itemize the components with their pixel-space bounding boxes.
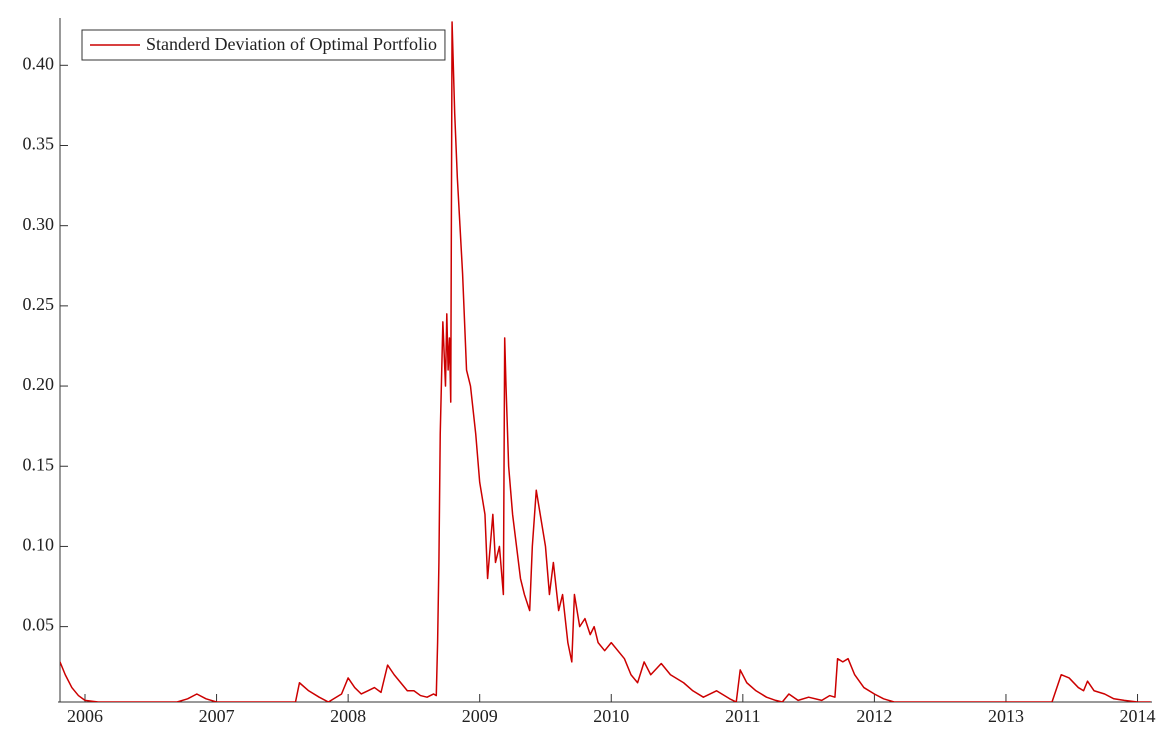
x-tick-label: 2014 [1120, 706, 1156, 726]
y-tick-label: 0.15 [23, 454, 55, 474]
legend-box [81, 29, 446, 61]
y-tick-label: 0.25 [23, 294, 55, 314]
y-tick-label: 0.35 [23, 134, 55, 154]
x-tick-label: 2006 [67, 706, 103, 726]
legend-label: Standerd Deviation of Optimal Portfolio [146, 34, 437, 54]
y-tick-label: 0.30 [23, 214, 55, 234]
x-tick-label: 2010 [593, 706, 629, 726]
y-tick-label: 0.05 [23, 615, 55, 635]
legend: Standerd Deviation of Optimal Portfolio [81, 29, 446, 61]
x-tick-label: 2007 [199, 706, 235, 726]
y-tick-label: 0.20 [23, 374, 55, 394]
y-tick-label: 0.10 [23, 535, 55, 555]
y-tick-label: 0.40 [23, 53, 55, 73]
x-tick-label: 2008 [330, 706, 366, 726]
x-tick-label: 2009 [462, 706, 498, 726]
x-tick-label: 2012 [856, 706, 892, 726]
x-tick-label: 2011 [725, 706, 760, 726]
x-tick-label: 2013 [988, 706, 1024, 726]
data-line [60, 21, 1151, 702]
